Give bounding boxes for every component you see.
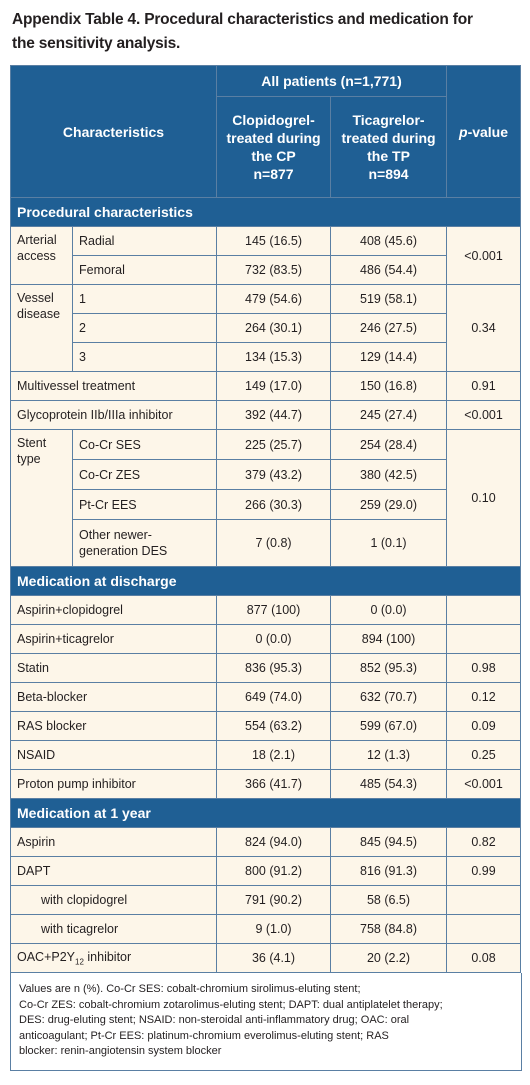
data-table: Characteristics All patients (n=1,771) p…	[9, 65, 522, 973]
table-row: Multivessel treatment 149 (17.0) 150 (16…	[9, 371, 522, 401]
table-row: Aspirin+clopidogrel 877 (100) 0 (0.0)	[9, 595, 522, 625]
table-row: NSAID 18 (2.1) 12 (1.3) 0.25	[9, 740, 522, 770]
table-row: 3 134 (15.3) 129 (14.4)	[11, 342, 521, 372]
table-row: with ticagrelor 9 (1.0) 758 (84.8)	[9, 914, 522, 944]
header-all-patients: All patients (n=1,771)	[216, 65, 448, 97]
section-one-year: Medication at 1 year	[9, 798, 522, 828]
header-clopidogrel-group: Clopidogrel-treated during the CP n=877	[216, 96, 332, 198]
table-row: Glycoprotein IIb/IIIa inhibitor 392 (44.…	[9, 400, 522, 430]
vessel-disease-label: Vessel disease	[10, 284, 73, 372]
table-row: Co-Cr ZES 379 (43.2) 380 (42.5)	[11, 459, 521, 490]
table-row: Stent type Co-Cr SES 225 (25.7) 254 (28.4…	[10, 429, 522, 567]
table-title: Appendix Table 4. Procedural characteris…	[12, 11, 473, 52]
section-procedural: Procedural characteristics	[9, 197, 522, 227]
table-row: with clopidogrel 791 (90.2) 58 (6.5)	[9, 885, 522, 915]
table-row: OAC+P2Y12 inhibitor 36 (4.1) 20 (2.2) 0.…	[9, 943, 522, 973]
stent-p-value: 0.10	[446, 429, 522, 567]
table-row: Other newer-generation DES 7 (0.8) 1 (0.…	[11, 519, 521, 567]
table-row: Vessel disease 1 479 (54.6) 519 (58.1) 0.…	[10, 284, 522, 372]
header-row-2: Clopidogrel-treated during the CP n=877 Ti…	[11, 96, 521, 198]
table-row: Femoral 732 (83.5) 486 (54.4)	[11, 255, 521, 285]
vessel-p-value: 0.34	[446, 284, 522, 372]
table-row: DAPT 800 (91.2) 816 (91.3) 0.99	[9, 856, 522, 886]
arterial-p-value: <0.001	[446, 226, 522, 285]
table-row: Beta-blocker 649 (74.0) 632 (70.7) 0.12	[9, 682, 522, 712]
header-p-value: p-value	[446, 65, 522, 198]
table-row: Proton pump inhibitor 366 (41.7) 485 (54…	[9, 769, 522, 799]
table-row: Pt-Cr EES 266 (30.3) 259 (29.0)	[11, 489, 521, 520]
table-row: 2 264 (30.1) 246 (27.5)	[11, 313, 521, 343]
stent-type-label: Stent type	[10, 429, 73, 567]
table-row: RAS blocker 554 (63.2) 599 (67.0) 0.09	[9, 711, 522, 741]
table-footnote: Values are n (%). Co-Cr SES: cobalt-chro…	[10, 973, 522, 1071]
table-row: Arterial access Radial 145 (16.5) 408 (45…	[10, 226, 522, 285]
header-ticagrelor-group: Ticagrelor-treated during the TP n=894	[330, 96, 448, 198]
header-row-1: Characteristics All patients (n=1,771) p…	[9, 65, 522, 198]
oac-p2y12-label: OAC+P2Y12 inhibitor	[9, 943, 218, 973]
header-characteristics: Characteristics	[9, 65, 218, 198]
table-row: Aspirin+ticagrelor 0 (0.0) 894 (100)	[9, 624, 522, 654]
arterial-access-label: Arterial access	[10, 226, 73, 285]
appendix-table-document: Appendix Table 4. Procedural characteris…	[9, 8, 522, 1071]
section-discharge: Medication at discharge	[9, 566, 522, 596]
table-row: Aspirin 824 (94.0) 845 (94.5) 0.82	[9, 827, 522, 857]
table-row: Statin 836 (95.3) 852 (95.3) 0.98	[9, 653, 522, 683]
